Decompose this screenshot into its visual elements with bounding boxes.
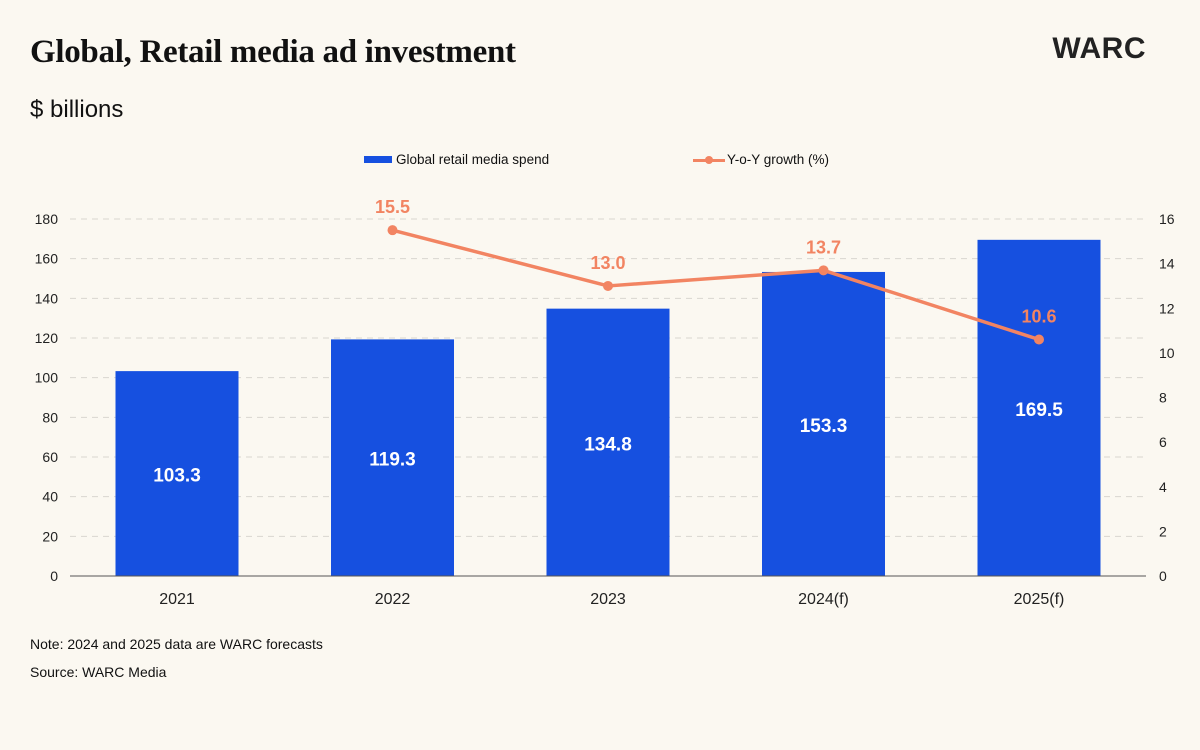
y-right-tick-label: 0 <box>1159 568 1167 584</box>
legend-item-growth: Y-o-Y growth (%) <box>693 152 829 167</box>
x-tick-label: 2022 <box>375 591 411 608</box>
y-left-tick-label: 40 <box>42 489 58 505</box>
growth-value-label: 13.7 <box>806 237 841 257</box>
bar-value-label: 134.8 <box>584 434 632 455</box>
bar <box>977 239 1101 576</box>
legend-label-spend: Global retail media spend <box>396 152 550 167</box>
y-right-tick-label: 12 <box>1159 300 1175 316</box>
y-left-tick-label: 140 <box>35 290 59 306</box>
growth-value-label: 10.6 <box>1021 306 1056 326</box>
y-left-tick-label: 100 <box>35 370 59 386</box>
bar-value-label: 103.3 <box>153 466 201 487</box>
y-left-tick-label: 60 <box>42 449 58 465</box>
legend-swatch-line <box>693 153 725 167</box>
y-left-tick-label: 0 <box>50 568 58 584</box>
y-right-tick-label: 10 <box>1159 345 1175 361</box>
y-right-tick-label: 4 <box>1159 479 1167 495</box>
growth-point <box>603 280 613 291</box>
chart-subtitle: $ billions <box>30 96 124 123</box>
growth-line <box>392 228 1040 342</box>
y-right-tick-label: 14 <box>1159 256 1175 272</box>
x-tick-label: 2024(f) <box>798 591 849 608</box>
y-right-tick-label: 16 <box>1159 211 1175 227</box>
bar-value-label: 169.5 <box>1015 400 1063 421</box>
growth-value-label: 13.0 <box>590 253 625 273</box>
y-left-tick-label: 120 <box>35 330 59 346</box>
chart-title: Global, Retail media ad investment <box>30 34 516 70</box>
chart-legend: Global retail media spend Y-o-Y growth (… <box>0 152 1200 172</box>
y-right-tick-label: 6 <box>1159 434 1167 450</box>
warc-logo: WARC <box>1052 32 1146 65</box>
bar-value-label: 153.3 <box>800 416 848 437</box>
y-right-tick-label: 2 <box>1159 523 1167 539</box>
x-tick-label: 2025(f) <box>1014 591 1065 608</box>
y-right-tick-label: 8 <box>1159 390 1167 406</box>
bar-value-label: 119.3 <box>369 450 416 471</box>
bar <box>115 371 239 576</box>
footnote: Note: 2024 and 2025 data are WARC foreca… <box>30 636 323 652</box>
growth-point <box>387 225 398 236</box>
bar <box>762 271 885 576</box>
legend-item-spend: Global retail media spend <box>364 152 549 167</box>
y-left-tick-label: 20 <box>42 528 58 544</box>
x-tick-label: 2021 <box>159 591 195 608</box>
bar <box>546 308 670 576</box>
y-left-tick-label: 160 <box>35 251 59 267</box>
y-left-tick-label: 180 <box>35 211 59 227</box>
y-left-tick-label: 80 <box>42 409 58 425</box>
legend-label-growth: Y-o-Y growth (%) <box>727 152 830 167</box>
growth-point <box>818 265 829 276</box>
legend-swatch-bar <box>364 156 392 163</box>
source-note: Source: WARC Media <box>30 664 167 680</box>
bar <box>331 339 454 576</box>
x-tick-label: 2023 <box>590 591 626 608</box>
growth-value-label: 15.5 <box>375 197 410 217</box>
growth-point <box>1034 334 1044 345</box>
